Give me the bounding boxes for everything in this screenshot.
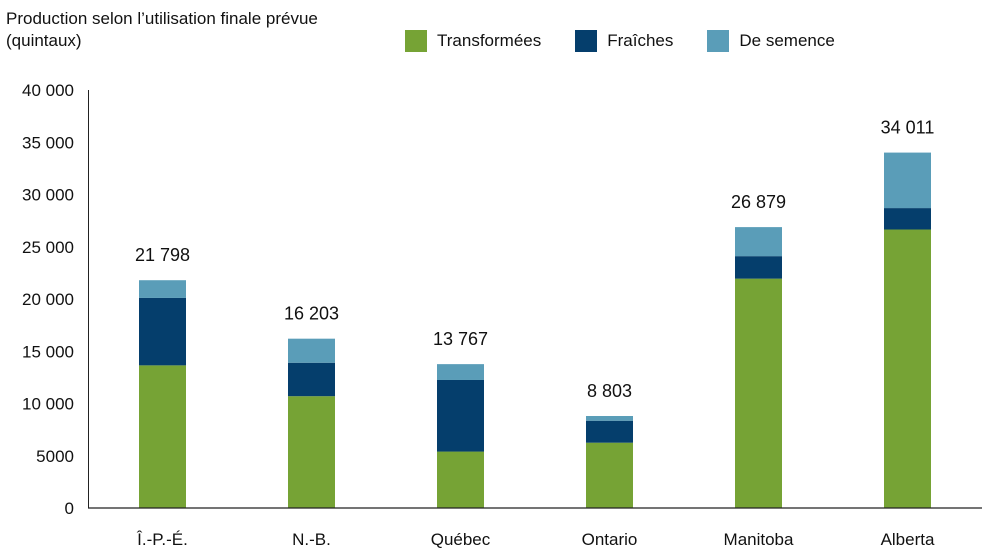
bar-segment-fraiches [437,379,484,452]
legend: Transformées Fraîches De semence [405,30,869,52]
y-tick-label: 35 000 [22,133,74,152]
x-tick-label: Ontario [582,530,638,549]
legend-item-de-semence: De semence [707,30,835,52]
bar-segment-de-semence [735,227,782,257]
bar-segment-fraiches [139,297,186,366]
bar-total-label: 34 011 [881,118,935,138]
bar-segment-fraiches [735,256,782,279]
bar-segment-de-semence [437,364,484,380]
bar-segment-de-semence [139,280,186,298]
y-tick-label: 15 000 [22,342,74,361]
y-tick-label: 0 [65,499,74,518]
legend-swatch-transformees [405,30,427,52]
x-tick-label: N.-B. [292,530,331,549]
x-tick-label: Manitoba [724,530,794,549]
bar-segment-transformees [437,451,484,508]
legend-label-de-semence: De semence [739,31,835,50]
legend-item-fraiches: Fraîches [575,30,673,52]
y-tick-label: 40 000 [22,81,74,100]
bar-segment-fraiches [884,208,931,230]
bar-segment-de-semence [288,338,335,363]
legend-label-transformees: Transformées [437,31,542,50]
bar-segment-transformees [735,278,782,508]
legend-item-transformees: Transformées [405,30,541,52]
y-tick-label: 20 000 [22,290,74,309]
x-tick-label: Québec [431,530,491,549]
bar-segment-de-semence [586,416,633,421]
bar-segment-transformees [139,365,186,508]
bar-segment-transformees [884,229,931,508]
legend-swatch-de-semence [707,30,730,52]
x-axis-ticks: Î.-P.-É. N.-B. Québec Ontario Manitoba Albert… [136,530,935,549]
bar-total-label: 13 767 [433,329,488,349]
bar-total-label: 16 203 [284,304,339,324]
y-axis-title: Production selon l’utilisation finale pr… [6,8,318,52]
legend-swatch-fraiches [575,30,598,52]
bar-segment-transformees [288,396,335,508]
y-axis-title-line-2: (quintaux) [6,31,82,50]
bar-segment-de-semence [884,152,931,209]
bar-segment-fraiches [288,362,335,397]
y-tick-label: 25 000 [22,238,74,257]
bar-total-label: 8 803 [587,381,632,401]
x-tick-label: Î.-P.-É. [136,530,188,549]
bar-totals: 21 798 16 203 13 767 8 803 26 879 34 011 [135,118,934,401]
y-tick-label: 10 000 [22,395,74,414]
bar-total-label: 26 879 [731,192,786,212]
y-axis-ticks: 0 5000 10 000 15 000 20 000 25 000 30 000 35 00… [22,81,74,518]
y-tick-label: 30 000 [22,186,74,205]
bar-total-label: 21 798 [135,245,190,265]
bar-segment-fraiches [586,420,633,443]
x-tick-label: Alberta [881,530,935,549]
bars [139,152,931,508]
y-axis-title-line-1: Production selon l’utilisation finale pr… [6,9,318,28]
legend-label-fraiches: Fraîches [607,31,674,50]
y-tick-label: 5000 [36,447,74,466]
bar-segment-transformees [586,442,633,508]
